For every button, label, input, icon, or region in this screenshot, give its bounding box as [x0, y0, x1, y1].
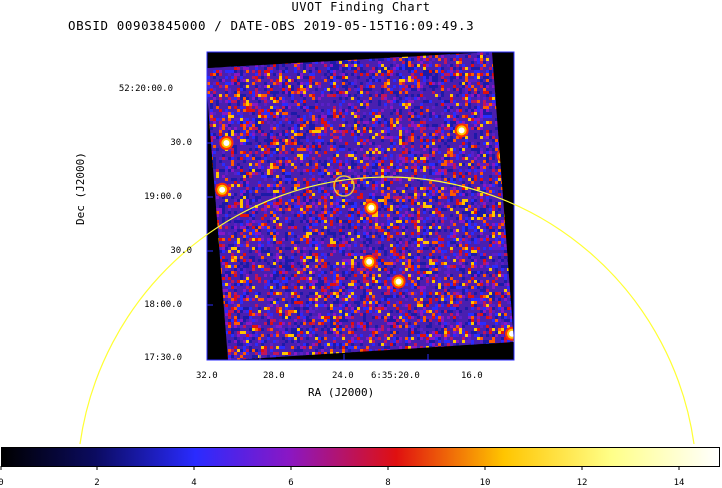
uvot-fov-arc	[79, 176, 695, 445]
bright-source	[219, 186, 226, 193]
dec-tick-label: 19:00.0	[144, 192, 182, 202]
dec-tick-label: 30.0	[170, 246, 192, 256]
bright-source	[190, 325, 196, 331]
edge-wedge-right	[492, 52, 514, 342]
frame-ticks	[207, 87, 429, 360]
bright-source	[509, 330, 514, 337]
colorbar-tick-label: 4	[191, 478, 197, 488]
bright-source	[186, 321, 200, 335]
bright-source	[192, 305, 202, 315]
bright-source	[194, 307, 200, 313]
chart-title: UVOT Finding Chart	[291, 0, 431, 14]
dec-tick-label: 52:20:00.0	[118, 84, 173, 94]
dec-tick-label: 18:00.0	[144, 300, 182, 310]
y-axis-label: Dec (J2000)	[74, 152, 87, 225]
edge-wedge-top	[207, 52, 490, 68]
bright-source	[458, 127, 465, 134]
observation-subtitle: OBSID 00903845000 / DATE-OBS 2019-05-15T…	[68, 18, 475, 33]
bright-source	[188, 323, 198, 333]
colorbar-tick-label: 2	[94, 478, 100, 488]
colorbar-tick-label: 8	[385, 478, 391, 488]
bright-source	[395, 278, 402, 285]
colorbar	[1, 447, 720, 467]
bright-source	[368, 204, 375, 211]
ra-tick-label: 32.0	[196, 371, 218, 381]
colorbar-tick-label: 6	[288, 478, 294, 488]
ra-tick-label: 6:35:20.0	[371, 371, 420, 381]
image-frame	[206, 51, 515, 361]
target-circle[interactable]	[333, 175, 355, 197]
colorbar-tick-label: 10	[479, 478, 491, 488]
colorbar-tick-label: 12	[576, 478, 588, 488]
dec-tick-label: 17:30.0	[144, 353, 182, 363]
x-axis-label: RA (J2000)	[308, 386, 375, 399]
colorbar-gradient	[2, 448, 719, 466]
bright-source	[366, 258, 373, 265]
bright-source	[223, 140, 230, 146]
noise-pixels	[207, 52, 514, 360]
colorbar-tick-label: 0	[0, 478, 4, 488]
ra-tick-label: 16.0	[461, 371, 483, 381]
edge-wedge-left	[207, 92, 228, 360]
dec-tick-label: 30.0	[170, 138, 192, 148]
bright-source	[190, 303, 204, 317]
edge-wedge-bottom	[232, 342, 514, 360]
ra-tick-label: 24.0	[332, 371, 354, 381]
colorbar-tick-label: 14	[673, 478, 685, 488]
ra-tick-label: 28.0	[263, 371, 285, 381]
